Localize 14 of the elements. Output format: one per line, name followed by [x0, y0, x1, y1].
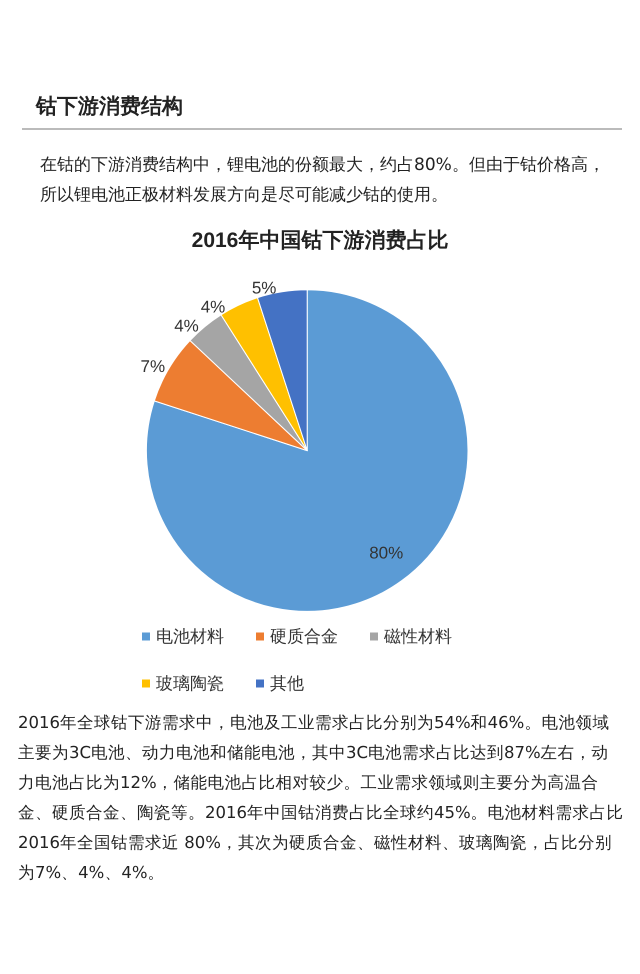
- legend-label: 电池材料: [156, 627, 224, 646]
- data-label: 5%: [252, 278, 276, 298]
- data-label: 4%: [200, 297, 226, 316]
- legend-label: 磁性材料: [383, 627, 452, 646]
- text: 在钴的下游消费结构中，锂电池的份额最大，约占80%。但由于钴价格高，所以锂电池正极材料发展方向是尽可能减少钴的使用。: [40, 154, 606, 207]
- text: 钴下游消费结构: [36, 93, 183, 120]
- text: 2016年全球钴下游需求中，电池及工业需求占比分别为54%和46%。电池领域主要为3C电池、动力电池和储能电池，其中3C电池需求占比达到87%左右，动力电池占比为12%，储能电池占比相对较少。工业需求领域则主要分为高温合金、硬质合金、陶瓷等。2016年中国钴消费占比全球约45%。电池材料需求占比2016年全国钴需求近 80%，其次为硬质合金、磁性材料、玻璃陶瓷，占比分别为7%、4%、4%。: [18, 712, 624, 884]
- data-label: 4%: [174, 316, 199, 336]
- legend-label: 其他: [270, 674, 304, 693]
- legend-label: 玻璃陶瓷: [156, 674, 224, 693]
- data-label: 7%: [140, 357, 166, 376]
- legend-label: 硬质合金: [270, 627, 338, 646]
- chart-title: 2016年中国钴下游消费占比: [192, 229, 448, 252]
- data-label: 80%: [369, 544, 404, 563]
